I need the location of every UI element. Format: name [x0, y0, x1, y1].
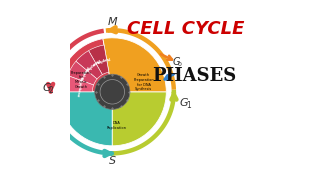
Circle shape: [95, 74, 130, 109]
Text: G: G: [180, 98, 188, 108]
Text: G: G: [172, 57, 180, 67]
Text: 1: 1: [186, 101, 191, 110]
Text: Anaphase: Anaphase: [76, 65, 90, 85]
Wedge shape: [58, 39, 110, 92]
Wedge shape: [103, 38, 166, 92]
Wedge shape: [65, 76, 94, 92]
Text: Telophase: Telophase: [76, 76, 83, 96]
Text: PHASES: PHASES: [152, 67, 236, 85]
Text: Prophase: Prophase: [91, 55, 110, 65]
Text: 0: 0: [178, 62, 182, 67]
Text: Metaphase: Metaphase: [81, 57, 100, 75]
Wedge shape: [76, 51, 102, 79]
Text: M: M: [108, 17, 117, 27]
Text: 2: 2: [48, 86, 53, 95]
Text: DNA
Replication: DNA Replication: [107, 121, 126, 130]
Wedge shape: [58, 92, 112, 146]
Text: G: G: [42, 83, 51, 93]
Wedge shape: [89, 45, 109, 75]
Wedge shape: [68, 61, 97, 85]
Wedge shape: [112, 92, 166, 146]
Text: CELL CYCLE: CELL CYCLE: [126, 20, 244, 38]
Text: S: S: [109, 156, 116, 166]
Text: Preparation
for
Mitosis
Growth: Preparation for Mitosis Growth: [71, 71, 91, 89]
Text: Growth
Preparation
for DNA
Synthesis: Growth Preparation for DNA Synthesis: [133, 73, 154, 91]
